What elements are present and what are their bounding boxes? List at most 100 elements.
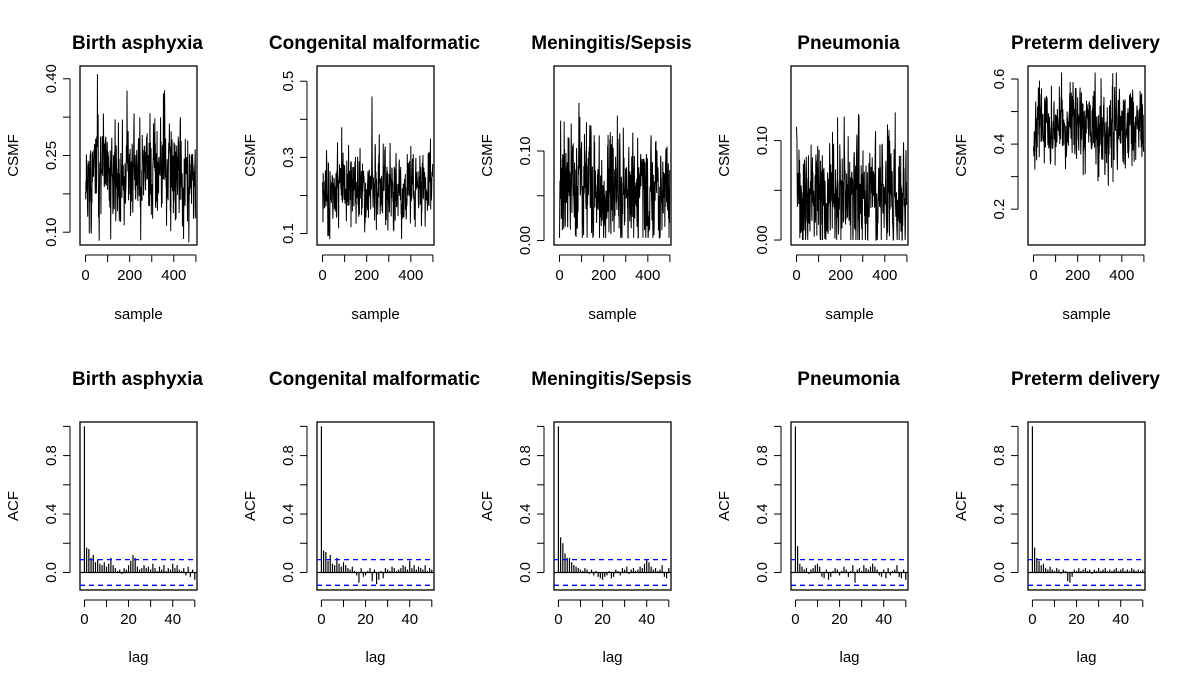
x-tick-label: 0	[81, 267, 89, 284]
plot-frame	[1027, 421, 1146, 591]
panel-title: Birth asphyxia	[72, 369, 203, 390]
plot-frame	[790, 65, 909, 246]
trace-line	[85, 74, 197, 243]
panel-trace-2: Congenital malformatic sample CSMF 0 200 400 0…	[242, 33, 480, 323]
x-tick-label: 20	[120, 611, 137, 628]
panel-title: Congenital malformatic	[269, 369, 481, 390]
plot-frame	[790, 421, 909, 591]
x-tick-label: 200	[354, 267, 379, 284]
y-tick-label: 0.4	[991, 504, 1008, 525]
y-tick-label: 0.2	[991, 199, 1008, 220]
panel-trace-1: Birth asphyxia sample CSMF 0 200 400 0.10 0.25 0…	[5, 33, 203, 323]
trace-line	[796, 112, 908, 242]
x-axis-label: sample	[114, 306, 162, 323]
x-axis-label: lag	[1076, 649, 1096, 666]
x-tick-label: 400	[398, 267, 423, 284]
x-tick-label: 200	[1065, 267, 1090, 284]
y-tick-label: 0.00	[517, 226, 534, 255]
panel-title: Preterm delivery	[1011, 33, 1160, 54]
x-tick-label: 40	[1112, 611, 1129, 628]
y-tick-label: 0.0	[754, 562, 771, 583]
x-tick-label: 20	[831, 611, 848, 628]
x-tick-label: 0	[554, 611, 562, 628]
x-tick-label: 400	[635, 267, 660, 284]
y-axis-label: CSMF	[479, 134, 496, 177]
panel-acf-2: Congenital malformatic lag ACF 0 20 40 0.0 0.4 0…	[242, 369, 480, 666]
x-tick-label: 0	[555, 267, 563, 284]
y-axis-label: ACF	[5, 491, 22, 521]
x-tick-label: 20	[357, 611, 374, 628]
x-tick-label: 40	[875, 611, 892, 628]
x-axis-label: lag	[128, 649, 148, 666]
x-axis-label: lag	[365, 649, 385, 666]
trace-line	[1033, 72, 1145, 186]
y-tick-label: 0.1	[280, 223, 297, 244]
x-tick-label: 200	[591, 267, 616, 284]
y-tick-label: 0.4	[517, 504, 534, 525]
y-axis-label: ACF	[479, 491, 496, 521]
y-tick-label: 0.40	[43, 64, 60, 93]
x-tick-label: 20	[594, 611, 611, 628]
panel-title: Meningitis/Sepsis	[531, 33, 691, 54]
panel-title: Congenital malformatic	[269, 33, 481, 54]
y-tick-label: 0.3	[280, 147, 297, 168]
y-tick-label: 0.0	[991, 562, 1008, 583]
x-tick-label: 0	[317, 611, 325, 628]
y-tick-label: 0.0	[280, 562, 297, 583]
y-axis-label: ACF	[953, 491, 970, 521]
x-tick-label: 400	[1109, 267, 1134, 284]
plot-frame	[79, 65, 198, 246]
panel-acf-5: Preterm delivery lag ACF 0 20 40 0.0 0.4 0.8	[953, 369, 1160, 666]
panel-title: Meningitis/Sepsis	[531, 369, 691, 390]
y-tick-label: 0.0	[517, 562, 534, 583]
y-axis-label: CSMF	[242, 134, 259, 177]
x-tick-label: 20	[1068, 611, 1085, 628]
x-tick-label: 200	[828, 267, 853, 284]
y-tick-label: 0.8	[991, 445, 1008, 466]
panel-acf-3: Meningitis/Sepsis lag ACF 0 20 40 0.0 0.4 0.8	[479, 369, 692, 666]
panel-acf-1: Birth asphyxia lag ACF 0 20 40 0.0 0.4 0.8	[5, 369, 203, 666]
y-axis-label: CSMF	[5, 134, 22, 177]
panel-title: Preterm delivery	[1011, 369, 1160, 390]
plot-frame	[316, 421, 435, 591]
y-tick-label: 0.6	[991, 69, 1008, 90]
x-tick-label: 200	[117, 267, 142, 284]
y-axis-label: ACF	[716, 491, 733, 521]
x-tick-label: 0	[318, 267, 326, 284]
x-tick-label: 40	[164, 611, 181, 628]
x-axis-label: sample	[351, 306, 399, 323]
x-axis-label: sample	[825, 306, 873, 323]
x-tick-label: 400	[872, 267, 897, 284]
panel-title: Birth asphyxia	[72, 33, 203, 54]
x-tick-label: 0	[792, 267, 800, 284]
trace-line	[559, 102, 671, 239]
panel-trace-4: Pneumonia sample CSMF 0 200 400 0.00 0.10	[716, 33, 909, 323]
plot-frame	[553, 65, 672, 246]
y-tick-label: 0.5	[280, 71, 297, 92]
y-tick-label: 0.10	[43, 218, 60, 247]
panel-title: Pneumonia	[797, 369, 900, 390]
x-tick-label: 0	[1028, 611, 1036, 628]
y-tick-label: 0.4	[991, 134, 1008, 155]
x-axis-label: sample	[588, 306, 636, 323]
x-tick-label: 0	[791, 611, 799, 628]
x-tick-label: 0	[1029, 267, 1037, 284]
y-tick-label: 0.4	[43, 504, 60, 525]
y-tick-label: 0.4	[754, 504, 771, 525]
y-axis-label: ACF	[242, 491, 259, 521]
y-tick-label: 0.00	[754, 225, 771, 254]
x-tick-label: 40	[401, 611, 418, 628]
panel-title: Pneumonia	[797, 33, 900, 54]
y-tick-label: 0.4	[280, 504, 297, 525]
x-tick-label: 40	[638, 611, 655, 628]
y-tick-label: 0.8	[517, 445, 534, 466]
x-tick-label: 400	[161, 267, 186, 284]
y-tick-label: 0.10	[517, 136, 534, 165]
x-axis-label: lag	[602, 649, 622, 666]
y-tick-label: 0.25	[43, 141, 60, 170]
panel-acf-4: Pneumonia lag ACF 0 20 40 0.0 0.4 0.8	[716, 369, 909, 666]
x-tick-label: 0	[80, 611, 88, 628]
y-tick-label: 0.8	[754, 445, 771, 466]
plot-frame	[1027, 65, 1146, 246]
